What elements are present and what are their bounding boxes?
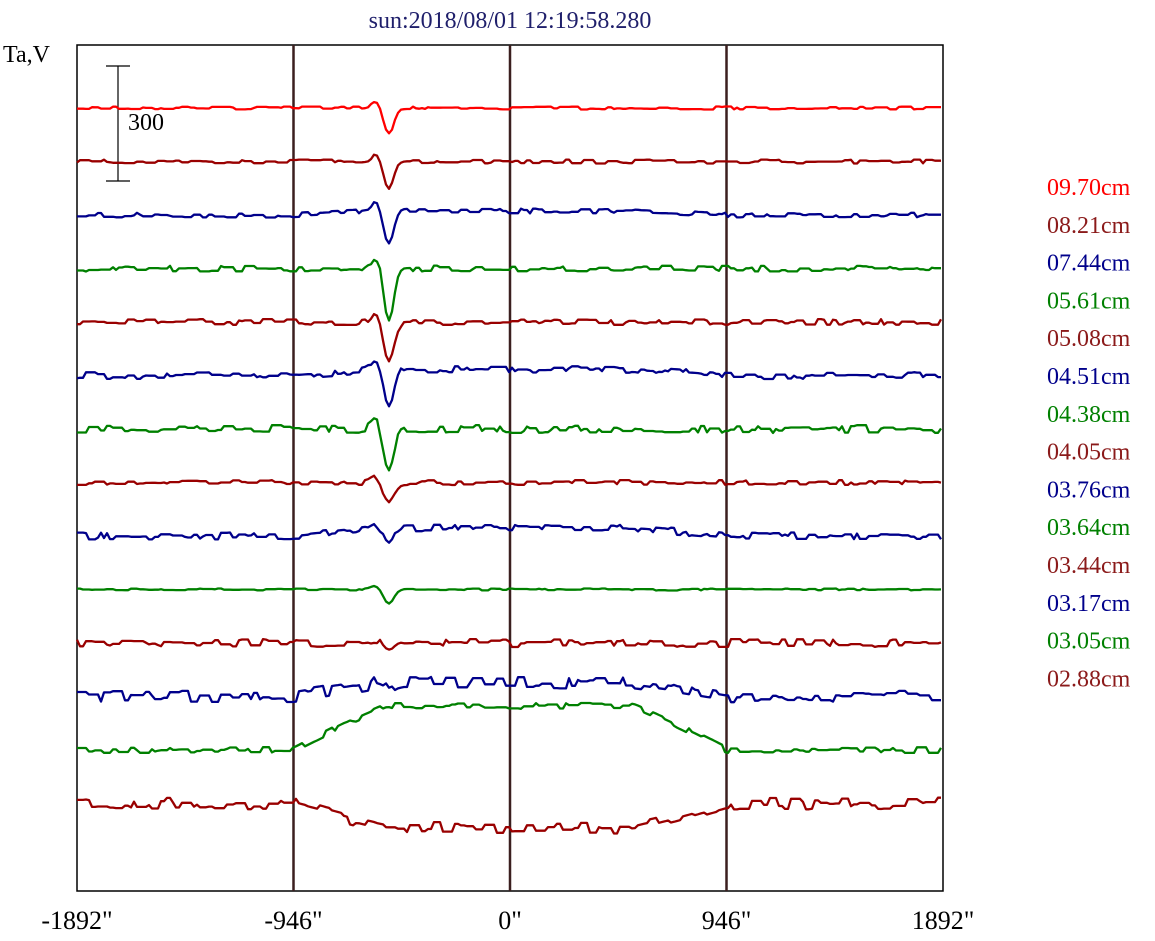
series-line-03.76cm xyxy=(77,522,942,544)
x-tick-label-2: -946" xyxy=(264,906,322,935)
series-line-08.21cm xyxy=(76,153,941,190)
legend-item-04.05cm: 04.05cm xyxy=(1047,440,1131,466)
series-line-03.05cm xyxy=(77,701,942,755)
chart-title: sun:2018/08/01 12:19:58.280 xyxy=(369,8,652,34)
series-line-05.08cm xyxy=(77,312,943,363)
x-tick-label-5: 1892" xyxy=(912,906,975,935)
series-line-04.05cm xyxy=(77,474,942,504)
legend-item-05.08cm: 05.08cm xyxy=(1047,326,1131,352)
legend-item-08.21cm: 08.21cm xyxy=(1047,213,1131,239)
legend-item-03.64cm: 03.64cm xyxy=(1047,515,1131,541)
series-traces xyxy=(75,100,943,835)
legend: 09.70cm 08.21cm 07.44cm 05.61cm 05.08cm 04.51… xyxy=(1047,175,1131,692)
series-line-03.17cm xyxy=(77,675,941,704)
series-line-03.44cm xyxy=(75,637,942,651)
x-tick-label-3: 0" xyxy=(498,906,522,935)
legend-item-07.44cm: 07.44cm xyxy=(1047,251,1131,277)
x-tick-labels: -1892" -946" 0" 946" 1892" xyxy=(41,906,974,935)
series-line-05.61cm xyxy=(77,258,941,322)
legend-item-03.44cm: 03.44cm xyxy=(1047,553,1131,579)
series-line-09.70cm xyxy=(76,100,941,135)
legend-item-03.05cm: 03.05cm xyxy=(1047,629,1131,655)
series-line-04.51cm xyxy=(76,360,941,408)
legend-item-04.38cm: 04.38cm xyxy=(1047,402,1131,428)
legend-item-03.76cm: 03.76cm xyxy=(1047,477,1131,503)
x-tick-label-4: 946" xyxy=(702,906,752,935)
legend-item-02.88cm: 02.88cm xyxy=(1047,666,1131,692)
legend-item-03.17cm: 03.17cm xyxy=(1047,591,1131,617)
legend-item-04.51cm: 04.51cm xyxy=(1047,364,1131,390)
vertical-reference-lines xyxy=(292,45,728,891)
series-line-02.88cm xyxy=(77,796,941,835)
y-axis-label: Ta,V xyxy=(3,42,51,68)
scale-bar-label: 300 xyxy=(128,110,164,136)
x-tick-label-1: -1892" xyxy=(41,906,112,935)
legend-item-05.61cm: 05.61cm xyxy=(1047,288,1131,314)
series-line-07.44cm xyxy=(77,201,941,245)
legend-item-09.70cm: 09.70cm xyxy=(1047,175,1131,201)
series-line-03.64cm xyxy=(77,584,942,605)
series-line-04.38cm xyxy=(77,417,942,472)
